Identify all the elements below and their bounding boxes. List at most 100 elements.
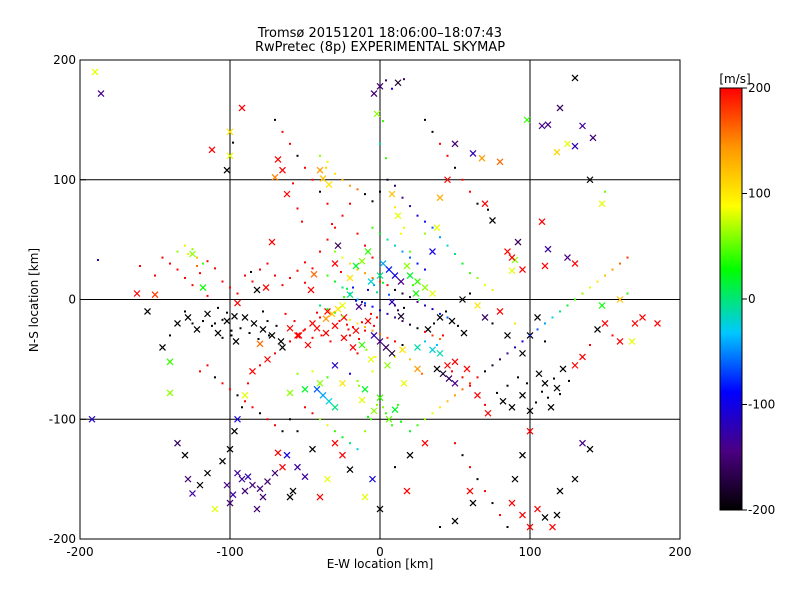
data-point-cross xyxy=(199,284,207,291)
data-point-dot xyxy=(319,250,321,253)
data-point-dot xyxy=(397,309,399,312)
data-point-cross xyxy=(451,358,459,366)
data-point-dot xyxy=(251,280,254,283)
data-point-dot xyxy=(484,490,486,493)
data-point-cross xyxy=(478,154,486,162)
data-point-dot xyxy=(341,178,344,181)
data-point-cross xyxy=(463,365,471,373)
data-point-dot xyxy=(424,220,426,223)
data-point-cross xyxy=(429,290,436,297)
data-point-cross xyxy=(391,406,399,414)
data-point-dot xyxy=(454,394,456,397)
data-point-cross xyxy=(519,391,526,399)
data-point-cross xyxy=(211,505,219,513)
data-point-dot xyxy=(476,376,479,379)
data-point-dot xyxy=(326,376,329,379)
data-point-cross xyxy=(223,317,231,325)
data-point-cross xyxy=(294,332,301,339)
data-point-dot xyxy=(266,418,269,421)
data-point-dot xyxy=(379,309,381,312)
data-points xyxy=(88,68,661,531)
data-point-cross xyxy=(274,155,282,163)
data-point-cross xyxy=(97,90,105,97)
data-point-cross xyxy=(379,260,387,267)
data-point-dot xyxy=(394,184,396,187)
data-point-dot xyxy=(370,312,372,315)
data-point-cross xyxy=(301,473,309,481)
data-point-cross xyxy=(519,451,526,459)
data-point-dot xyxy=(214,376,216,379)
data-point-dot xyxy=(409,205,411,208)
data-point-dot xyxy=(424,232,426,235)
data-point-dot xyxy=(461,388,464,391)
data-point-cross xyxy=(489,217,496,224)
data-point-dot xyxy=(266,262,269,265)
data-point-cross xyxy=(385,266,393,273)
data-point-cross xyxy=(264,478,271,485)
data-point-cross xyxy=(414,343,421,351)
y-tick-label: -200 xyxy=(49,532,76,546)
data-point-cross xyxy=(352,327,360,335)
data-point-dot xyxy=(304,281,306,284)
data-point-cross xyxy=(307,286,315,294)
data-point-dot xyxy=(196,264,198,267)
data-point-dot xyxy=(604,190,606,193)
data-point-dot xyxy=(232,141,234,144)
data-point-cross xyxy=(189,250,196,258)
data-point-dot xyxy=(347,328,350,331)
data-point-dot xyxy=(439,142,441,145)
data-point-cross xyxy=(594,326,601,333)
data-point-cross xyxy=(316,493,324,501)
data-point-cross xyxy=(519,511,526,519)
data-point-dot xyxy=(371,276,374,279)
data-point-dot xyxy=(521,340,524,343)
data-point-cross xyxy=(421,439,429,447)
data-point-cross xyxy=(481,314,489,321)
data-point-cross xyxy=(436,349,444,357)
data-point-dot xyxy=(626,256,629,259)
data-point-cross xyxy=(325,397,333,405)
data-point-dot xyxy=(544,340,546,343)
data-point-dot xyxy=(311,178,314,181)
data-point-dot xyxy=(302,329,305,332)
data-point-dot xyxy=(409,256,411,259)
data-point-dot xyxy=(320,334,323,337)
data-point-dot xyxy=(311,267,314,270)
data-point-cross xyxy=(444,176,451,184)
data-point-dot xyxy=(409,430,411,433)
data-point-dot xyxy=(364,272,366,275)
data-point-dot xyxy=(341,315,344,318)
data-point-dot xyxy=(446,154,449,157)
data-point-cross xyxy=(414,365,421,373)
data-point-dot xyxy=(373,284,375,287)
data-point-dot xyxy=(259,268,261,271)
data-point-cross xyxy=(598,302,606,309)
data-point-dot xyxy=(604,274,606,277)
colorbar xyxy=(719,87,743,511)
data-point-cross xyxy=(223,166,231,174)
data-point-dot xyxy=(248,332,251,335)
data-point-cross xyxy=(556,487,564,495)
data-point-dot xyxy=(334,250,336,253)
data-point-dot xyxy=(364,329,366,332)
data-point-dot xyxy=(214,267,216,270)
data-point-dot xyxy=(461,262,464,265)
data-point-cross xyxy=(249,367,256,375)
data-point-dot xyxy=(334,226,336,229)
data-point-cross xyxy=(571,74,579,82)
data-point-dot xyxy=(214,322,216,325)
data-point-dot xyxy=(296,269,299,272)
data-point-cross xyxy=(166,389,174,397)
data-point-cross xyxy=(189,490,196,497)
data-point-cross xyxy=(259,493,267,501)
data-point-dot xyxy=(401,344,404,347)
data-point-dot xyxy=(386,312,389,315)
data-point-dot xyxy=(394,466,396,469)
data-point-dot xyxy=(196,256,198,259)
data-point-cross xyxy=(553,511,561,519)
data-point-cross xyxy=(526,407,534,415)
data-point-cross xyxy=(241,487,249,495)
data-point-cross xyxy=(232,337,240,345)
data-point-cross xyxy=(616,296,624,303)
data-point-cross xyxy=(361,385,369,393)
